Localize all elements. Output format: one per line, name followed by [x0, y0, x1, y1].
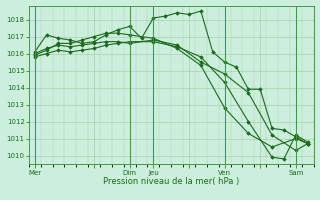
X-axis label: Pression niveau de la mer( hPa ): Pression niveau de la mer( hPa )	[103, 177, 239, 186]
